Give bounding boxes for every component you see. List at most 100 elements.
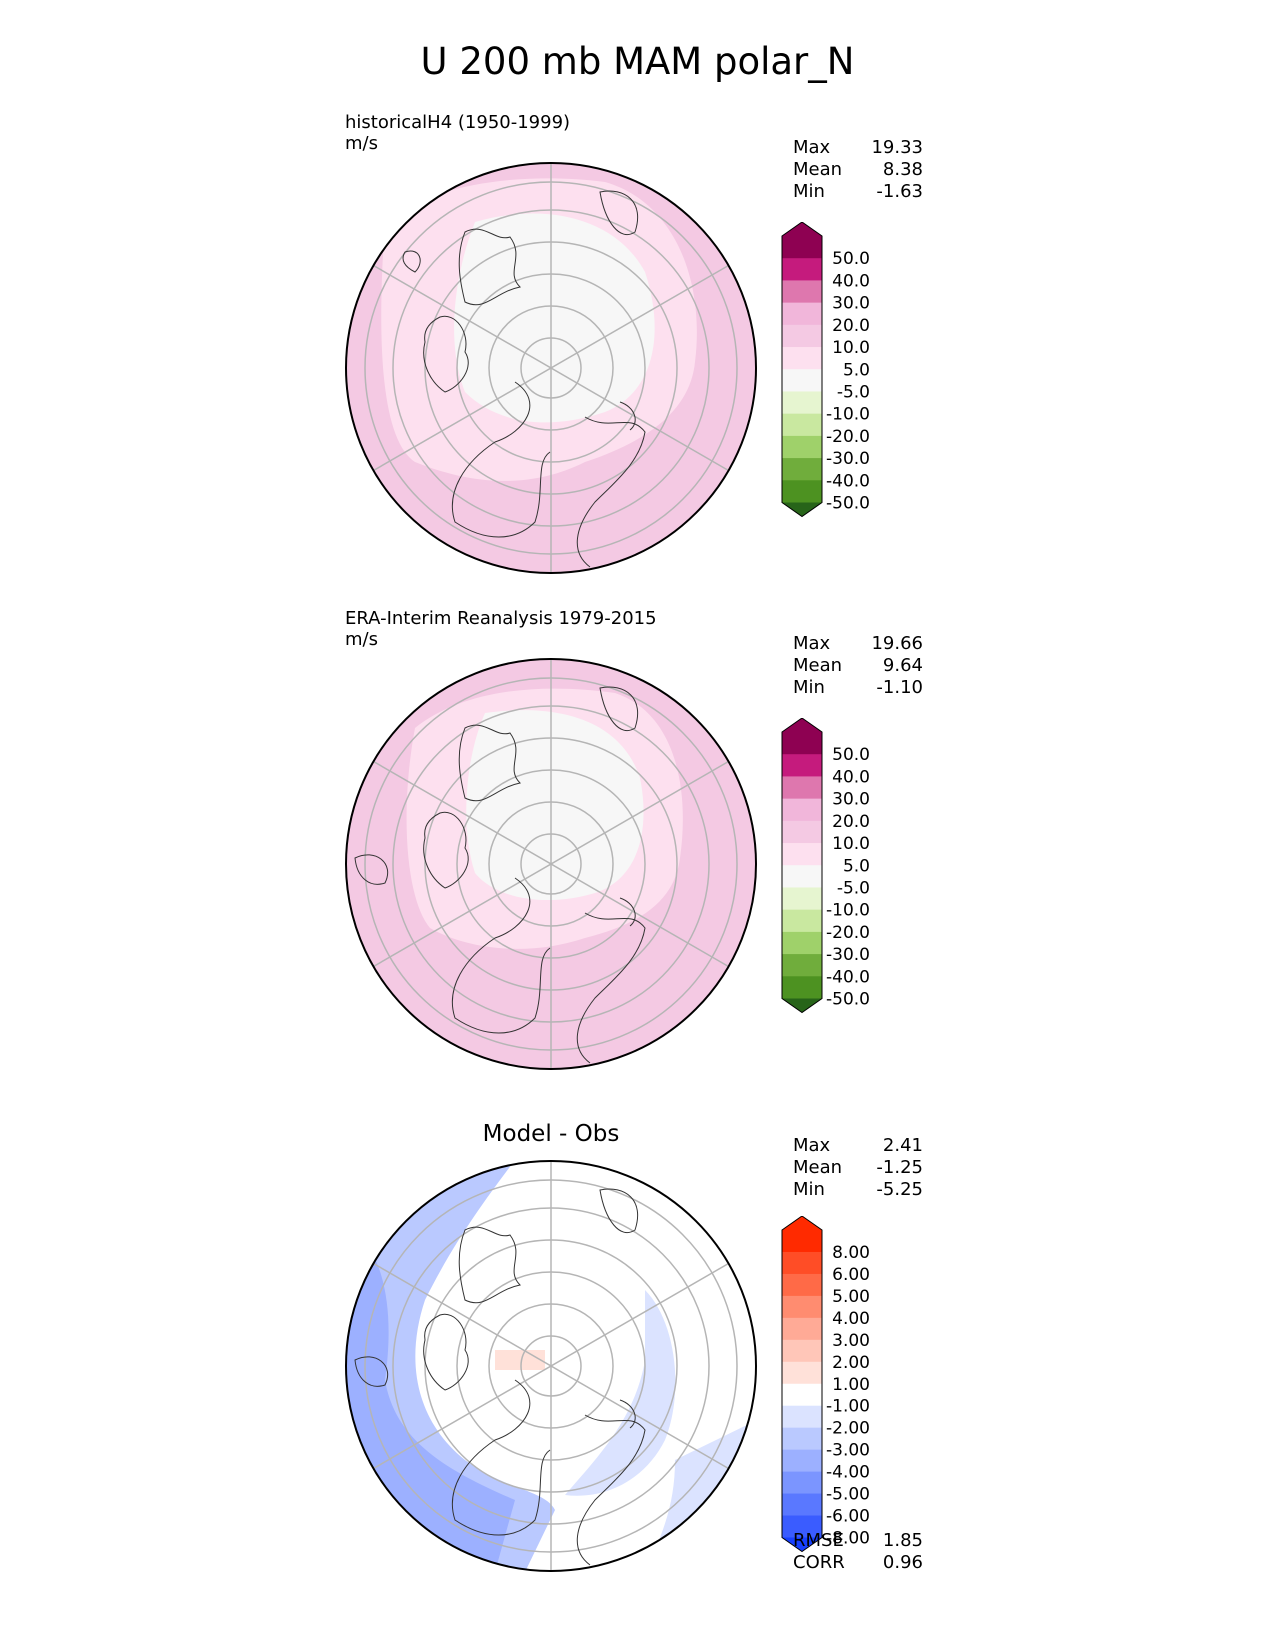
colorbar-tick-label: 2.00: [832, 1353, 870, 1373]
polar-map-historical: [345, 162, 757, 574]
colorbar-segment: [782, 347, 822, 370]
metric-corr: CORR 0.96: [793, 1552, 923, 1573]
panel-title: historicalH4 (1950-1999): [345, 112, 571, 133]
stats-box: Max 2.41 Mean -1.25 Min -5.25: [793, 1135, 923, 1201]
colorbar-segment: [782, 369, 822, 392]
colorbar-tick-label: -40.0: [826, 967, 870, 987]
map-border: [345, 658, 757, 1070]
colorbar-segment: [782, 776, 822, 800]
colorbar-segment: [782, 909, 822, 933]
colorbar-tick-label: 5.0: [843, 856, 870, 876]
stat-min: Min -1.63: [793, 181, 923, 202]
colorbar-tick-label: 5.0: [843, 360, 870, 380]
colorbar-extend-min: [782, 998, 822, 1013]
stats-box: Max 19.33 Mean 8.38 Min -1.63: [793, 137, 923, 203]
colorbar-segment: [782, 1251, 822, 1275]
colorbar-outline: [781, 222, 823, 518]
colorbar-tick-label: 50.0: [832, 249, 870, 269]
colorbar-segment: [782, 1317, 822, 1341]
colorbar-tick-label: -50.0: [826, 990, 870, 1010]
colorbar-tick-label: -30.0: [826, 945, 870, 965]
colorbar-tick-label: 1.00: [832, 1375, 870, 1395]
colorbar-segment: [782, 976, 822, 999]
colorbar-outline: [781, 718, 823, 1014]
colorbar-segment: [782, 1427, 822, 1451]
colorbar-tick-label: 20.0: [832, 316, 870, 336]
colorbar-extend-min: [782, 502, 822, 517]
colorbar-segment: [782, 236, 822, 259]
panel-historical: historicalH4 (1950-1999) m/s Max 1: [0, 112, 1275, 602]
colorbar-tick-label: -5.0: [837, 878, 870, 898]
panel-units: m/s: [345, 629, 378, 650]
colorbar-outline: [781, 1216, 823, 1553]
colorbar-segment: [782, 280, 822, 304]
panel-era-interim: ERA-Interim Reanalysis 1979-2015 m/s: [0, 608, 1275, 1098]
colorbar-tick-label: 6.00: [832, 1265, 870, 1285]
colorbar-segment: [782, 1230, 822, 1253]
graticule: [364, 659, 738, 1069]
colorbar: 8.006.005.004.003.002.001.00-1.00-2.00-3…: [781, 1216, 870, 1553]
colorbar-segment: [782, 413, 822, 437]
colorbar-tick-label: -1.00: [826, 1397, 870, 1417]
stat-min: Min -1.10: [793, 677, 923, 698]
stat-mean: Mean -1.25: [793, 1157, 923, 1178]
colorbar-segment: [782, 954, 822, 977]
colorbar-tick-label: -4.00: [826, 1463, 870, 1483]
colorbar-segment: [782, 1383, 822, 1407]
colorbar-tick-label: -40.0: [826, 471, 870, 491]
stat-max: Max 19.66: [793, 633, 923, 654]
colorbar-tick-label: -10.0: [826, 901, 870, 921]
colorbar-segment: [782, 458, 822, 481]
graticule: [364, 1161, 738, 1571]
colorbar-tick-label: 50.0: [832, 745, 870, 765]
colorbar-segment: [782, 931, 822, 955]
stats-box: Max 19.66 Mean 9.64 Min -1.10: [793, 633, 923, 699]
colorbar-segment: [782, 1361, 822, 1385]
coastlines: [354, 686, 646, 1064]
colorbar-segment: [782, 1339, 822, 1363]
panel-title: Model - Obs: [482, 1121, 620, 1147]
colorbar-segment: [782, 480, 822, 503]
colorbar-segment: [782, 798, 822, 822]
stat-min: Min -5.25: [793, 1179, 923, 1200]
colorbar-tick-label: 40.0: [832, 767, 870, 787]
colorbar-segment: [782, 1273, 822, 1297]
colorbar-segment: [782, 754, 822, 777]
panel-units: m/s: [345, 133, 378, 154]
metric-rmse: RMSE 1.85: [793, 1530, 923, 1551]
field-band-neg3: [346, 1220, 515, 1571]
colorbar-segment: [782, 1471, 822, 1495]
colorbar-tick-label: -5.00: [826, 1485, 870, 1505]
colorbar-tick-label: 4.00: [832, 1309, 870, 1329]
map-border: [345, 162, 757, 574]
colorbar-tick-label: -20.0: [826, 923, 870, 943]
map-border: [345, 1160, 757, 1572]
coastlines: [354, 1188, 646, 1566]
panel-model-minus-obs: Model - Obs: [0, 1120, 1275, 1590]
panel-title: ERA-Interim Reanalysis 1979-2015: [345, 608, 657, 629]
colorbar-segment: [782, 391, 822, 415]
colorbar-extend-min: [782, 1537, 822, 1552]
figure-title: U 200 mb MAM polar_N: [420, 40, 855, 83]
stat-max: Max 19.33: [793, 137, 923, 158]
colorbar-extend-max: [782, 1216, 822, 1230]
colorbar-segment: [782, 258, 822, 281]
colorbar-tick-label: -30.0: [826, 449, 870, 469]
field-band-neg1: [565, 1290, 676, 1496]
colorbar-tick-label: 30.0: [832, 790, 870, 810]
colorbar-segment: [782, 1405, 822, 1429]
colorbar-segment: [782, 887, 822, 911]
colorbar: 50.040.0 30.020.010.05.0-5.0 -10.0-20.0-30…: [781, 222, 870, 518]
stat-max: Max 2.41: [793, 1135, 923, 1156]
colorbar-segment: [782, 732, 822, 755]
colorbar-segment: [782, 865, 822, 888]
colorbar-tick-label: 10.0: [832, 834, 870, 854]
colorbar-tick-label: -20.0: [826, 427, 870, 447]
colorbar-tick-label: 10.0: [832, 338, 870, 358]
colorbar-segment: [782, 1493, 822, 1517]
colorbar-segment: [782, 843, 822, 866]
colorbar: 50.040.0 30.020.010.05.0-5.0 -10.0-20.0-30…: [781, 718, 870, 1014]
colorbar-segment: [782, 1515, 822, 1538]
colorbar-tick-label: 5.00: [832, 1287, 870, 1307]
colorbar-extend-max: [782, 222, 822, 236]
